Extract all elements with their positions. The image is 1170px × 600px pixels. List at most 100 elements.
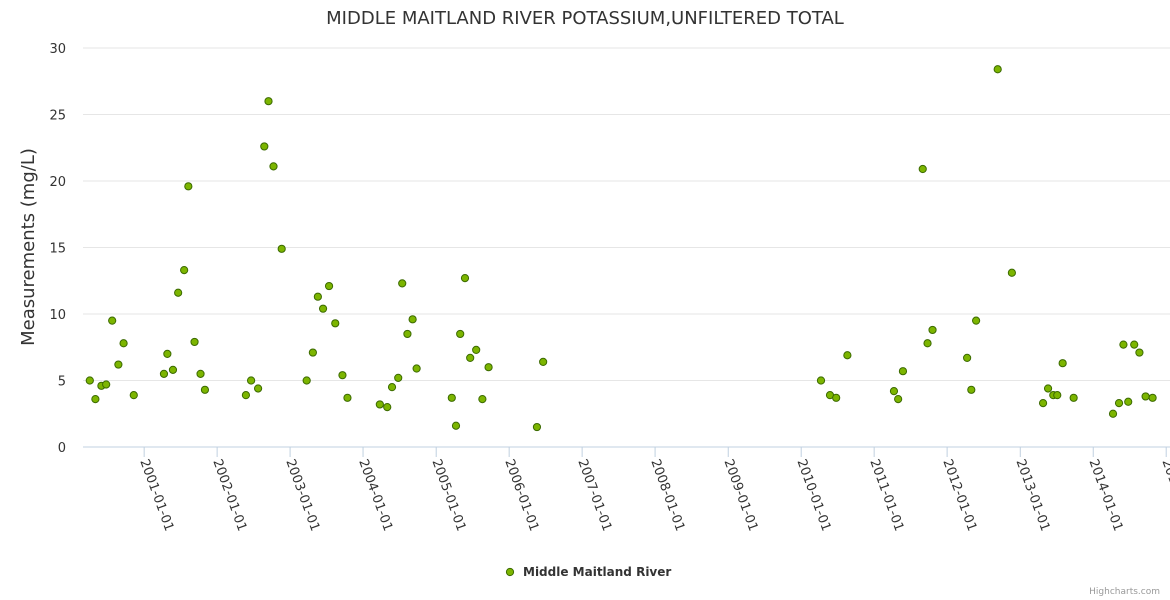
data-point[interactable] <box>331 319 340 328</box>
data-point[interactable] <box>313 292 322 301</box>
data-point[interactable] <box>1007 268 1016 277</box>
data-point[interactable] <box>247 376 256 385</box>
data-point[interactable] <box>928 325 937 335</box>
data-point[interactable] <box>108 316 117 325</box>
data-point[interactable] <box>539 357 548 366</box>
data-point[interactable] <box>338 371 347 380</box>
y-tick-label: 5 <box>58 375 66 390</box>
data-point[interactable] <box>269 162 278 171</box>
data-point[interactable] <box>180 266 189 275</box>
data-point[interactable] <box>264 97 273 106</box>
data-point[interactable] <box>898 367 908 376</box>
x-tick-label: 2011-01-01 <box>866 457 906 533</box>
data-point[interactable] <box>375 400 384 409</box>
data-point[interactable] <box>324 281 334 291</box>
x-tick-label: 2015-01-01 <box>1158 457 1170 533</box>
data-point[interactable] <box>85 376 94 385</box>
data-point[interactable] <box>532 422 542 432</box>
data-point[interactable] <box>894 395 903 404</box>
data-point[interactable] <box>478 395 487 404</box>
x-tick-label: 2012-01-01 <box>939 457 979 533</box>
data-point[interactable] <box>412 364 421 373</box>
x-tick-label: 2006-01-01 <box>501 457 541 533</box>
data-point[interactable] <box>260 142 269 151</box>
legend-item-label[interactable]: Middle Maitland River <box>523 565 671 579</box>
data-point[interactable] <box>254 384 263 393</box>
data-point[interactable] <box>816 376 826 385</box>
data-point[interactable] <box>484 363 493 372</box>
data-point[interactable] <box>1135 348 1144 357</box>
data-point[interactable] <box>394 373 403 382</box>
data-point[interactable] <box>302 376 311 385</box>
data-point[interactable] <box>168 365 178 374</box>
y-tick-label: 10 <box>49 308 66 323</box>
data-point[interactable] <box>466 353 475 362</box>
data-point[interactable] <box>1148 393 1157 402</box>
data-point[interactable] <box>1114 399 1124 408</box>
data-point[interactable] <box>159 369 169 378</box>
x-tick-label: 2007-01-01 <box>574 457 614 533</box>
data-point[interactable] <box>1043 384 1053 393</box>
y-gridlines <box>83 47 1170 448</box>
data-point[interactable] <box>1058 359 1067 368</box>
data-point[interactable] <box>1119 340 1128 349</box>
data-point[interactable] <box>451 421 461 430</box>
data-point[interactable] <box>843 351 852 360</box>
x-tick-label: 2002-01-01 <box>209 457 249 533</box>
y-axis-label: Measurements (mg/L) <box>18 148 39 346</box>
chart-title: MIDDLE MAITLAND RIVER POTASSIUM,UNFILTER… <box>326 8 844 29</box>
data-point[interactable] <box>403 329 412 339</box>
data-point[interactable] <box>200 385 210 394</box>
data-point[interactable] <box>1130 340 1139 349</box>
data-point[interactable] <box>91 395 100 404</box>
data-point[interactable] <box>308 348 317 357</box>
data-point[interactable] <box>832 393 841 402</box>
data-point[interactable] <box>1141 392 1150 401</box>
data-point[interactable] <box>387 383 397 392</box>
y-axis: 0 5 10 15 20 25 30 <box>49 42 66 456</box>
data-point[interactable] <box>119 339 128 348</box>
data-point[interactable] <box>918 164 927 174</box>
data-point[interactable] <box>447 393 456 402</box>
data-point[interactable] <box>343 393 352 402</box>
data-point[interactable] <box>241 391 251 400</box>
data-point[interactable] <box>174 288 183 297</box>
data-point[interactable] <box>184 182 193 191</box>
data-point[interactable] <box>163 349 172 358</box>
data-point[interactable] <box>318 304 328 313</box>
data-point[interactable] <box>398 279 407 288</box>
data-point[interactable] <box>1053 391 1062 400</box>
data-point[interactable] <box>923 339 932 348</box>
data-point[interactable] <box>408 315 417 324</box>
y-tick-label: 0 <box>58 441 66 456</box>
data-point[interactable] <box>889 387 899 396</box>
data-point[interactable] <box>993 65 1002 74</box>
x-tick-label: 2004-01-01 <box>355 457 395 533</box>
x-axis: 2001-01-01 2002-01-01 2003-01-01 2004-01-01… <box>136 447 1170 533</box>
data-point[interactable] <box>972 316 981 325</box>
data-point[interactable] <box>196 369 205 378</box>
legend[interactable]: Middle Maitland River <box>505 565 671 579</box>
data-point[interactable] <box>383 403 392 412</box>
data-point[interactable] <box>1069 393 1078 402</box>
x-tick-label: 2014-01-01 <box>1085 457 1125 533</box>
data-point[interactable] <box>1108 409 1118 418</box>
x-tick-label: 2010-01-01 <box>793 457 833 533</box>
x-tick-label: 2005-01-01 <box>428 457 468 533</box>
data-point[interactable] <box>963 353 972 362</box>
data-point[interactable] <box>277 244 286 253</box>
credits-link[interactable]: Highcharts.com <box>1089 587 1160 597</box>
data-point[interactable] <box>102 380 111 389</box>
data-point[interactable] <box>460 273 470 283</box>
data-point[interactable] <box>1038 399 1048 408</box>
x-tick-label: 2008-01-01 <box>647 457 687 533</box>
data-point[interactable] <box>129 391 138 400</box>
data-point[interactable] <box>190 337 199 347</box>
data-point[interactable] <box>967 385 976 394</box>
data-point[interactable] <box>472 345 481 355</box>
data-point[interactable] <box>456 329 465 339</box>
data-point[interactable] <box>114 360 123 369</box>
data-points <box>85 65 1157 432</box>
data-point[interactable] <box>1124 397 1133 406</box>
